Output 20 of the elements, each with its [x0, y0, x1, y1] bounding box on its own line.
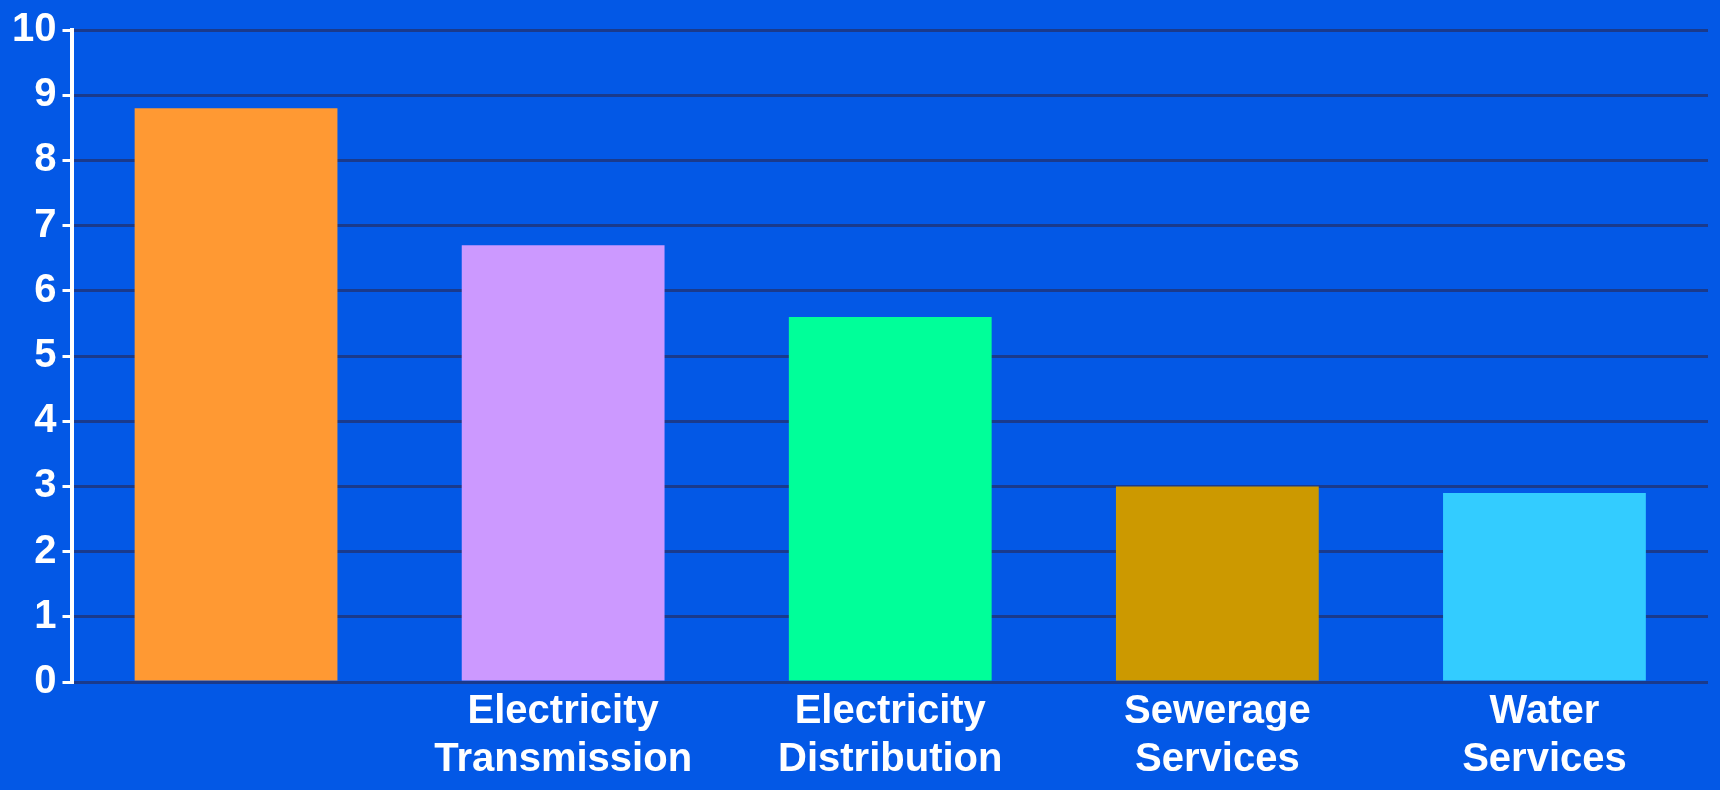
bar [1115, 486, 1319, 681]
y-tick-label: 1 [34, 591, 57, 636]
bar [1443, 492, 1646, 681]
bar [134, 108, 338, 681]
bar [788, 316, 992, 681]
y-tick-label: 6 [34, 265, 57, 310]
x-tick-label: Sewerage Services [1123, 687, 1311, 780]
y-tick-label: 4 [34, 396, 58, 441]
y-tick-label: 2 [34, 526, 57, 571]
bar [461, 245, 665, 681]
x-tick-label: Electricity Transmission [434, 687, 693, 780]
y-tick-label: 10 [11, 5, 57, 50]
x-tick-label: Electricity Distribution [778, 687, 1003, 780]
y-tick-label: 0 [34, 657, 57, 702]
y-tick-label: 3 [34, 461, 57, 506]
y-tick-label: 7 [34, 200, 57, 245]
y-tick-label: 5 [34, 331, 57, 376]
x-tick-label: Water Services [1462, 687, 1627, 780]
y-tick-label: 8 [34, 135, 57, 180]
y-tick-label: 9 [34, 70, 57, 115]
